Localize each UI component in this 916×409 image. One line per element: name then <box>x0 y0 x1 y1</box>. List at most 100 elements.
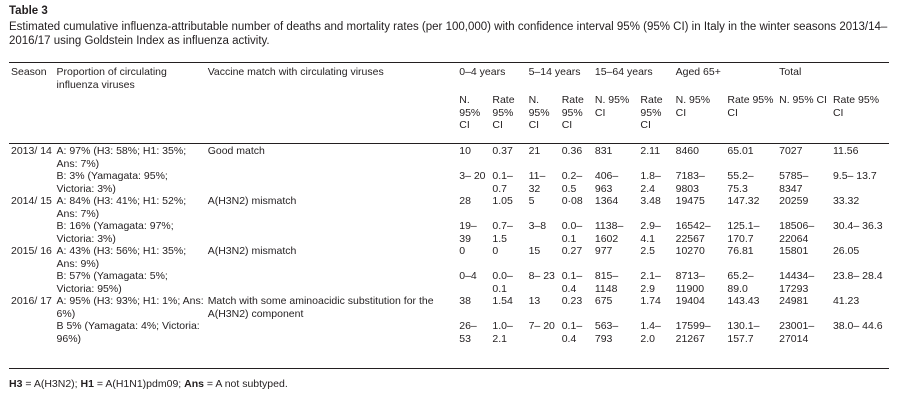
value-cell: 1.05 <box>492 195 513 207</box>
value-cell: 26.05 <box>832 245 860 257</box>
header-age-0-4: 0–4 years <box>459 66 506 78</box>
footnote-h3-key: H3 <box>9 378 23 390</box>
header-rate: Rate 95% CI <box>832 94 880 119</box>
header-row-measures: N. 95% CI Rate 95% CI N. 95% CI Rate 95%… <box>9 94 889 142</box>
value-cell: 0–4 <box>459 270 477 282</box>
header-n: N. 95% CI <box>459 94 481 131</box>
header-vaccine: Vaccine match with circulating viruses <box>207 66 384 78</box>
value-cell: 7183– 9803 <box>675 170 705 195</box>
value-cell: 831 <box>594 145 613 157</box>
table-row: B: 16% (Yamagata: 97%; Victoria: 3%) 19– … <box>9 220 889 245</box>
value-cell: 0 <box>459 245 466 257</box>
value-cell: 5785– 8347 <box>779 170 809 195</box>
season-cell <box>9 270 55 295</box>
value-cell: 38 <box>459 295 471 307</box>
footnote-h1-key: H1 <box>80 378 94 390</box>
value-cell: 11– 32 <box>528 170 546 195</box>
season-cell: 2013/ 14 <box>11 145 52 157</box>
value-cell: 0·08 <box>561 195 583 207</box>
header-rate: Rate 95% CI <box>727 94 774 119</box>
table-caption: Estimated cumulative influenza-attributa… <box>9 21 888 47</box>
table-row: B 5% (Yamagata: 4%; Victoria: 96%) 26– 53… <box>9 320 889 345</box>
value-cell: 20259 <box>779 195 809 207</box>
header-age-15-64: 15–64 years <box>594 66 653 78</box>
vaccine-cell: Good match <box>207 145 265 157</box>
table-row: B: 57% (Yamagata: 5%; Victoria: 95%) 0–4 0… <box>9 270 889 295</box>
vaccine-cell: A(H3N2) mismatch <box>207 245 297 257</box>
top-rule <box>9 62 889 63</box>
value-cell: 0.0– 0.1 <box>561 220 583 245</box>
value-cell: 55.2– 75.3 <box>727 170 754 195</box>
header-n: N. 95% CI <box>675 94 711 119</box>
value-cell: 14434– 17293 <box>779 270 815 295</box>
value-cell: 30.4– 36.3 <box>832 220 883 232</box>
value-cell: 0.1– 0.4 <box>561 320 583 345</box>
value-cell: 2.1– 2.9 <box>640 270 661 295</box>
value-cell: 0.1– 0.4 <box>561 270 583 295</box>
value-cell: 5 <box>528 195 535 207</box>
vaccine-cell <box>206 220 458 245</box>
value-cell: 1.54 <box>492 295 513 307</box>
vaccine-cell: A(H3N2) mismatch <box>207 195 297 207</box>
proportion-cell: A: 43% (H3: 56%; H1: 35%; Ans: 9%) <box>56 245 187 270</box>
value-cell: 147.32 <box>727 195 760 207</box>
value-cell: 1.0– 2.1 <box>492 320 513 345</box>
table-row: 2014/ 15 A: 84% (H3: 41%; H1: 52%; Ans: 7… <box>9 195 889 220</box>
value-cell: 19404 <box>675 295 705 307</box>
value-cell: 76.81 <box>727 245 754 257</box>
value-cell: 0 <box>492 245 499 257</box>
value-cell: 65.2– 89.0 <box>727 270 754 295</box>
value-cell: 3–8 <box>528 220 547 232</box>
value-cell: 18506– 22064 <box>779 220 815 245</box>
value-cell: 675 <box>594 295 613 307</box>
footnote-ans-value: = A not subtyped. <box>203 378 288 390</box>
season-cell: 2014/ 15 <box>11 195 52 207</box>
table-row: 2013/ 14 A: 97% (H3: 58%; H1: 35%; Ans: 7… <box>9 145 889 170</box>
value-cell: 1138– 1602 <box>594 220 624 245</box>
value-cell: 130.1– 157.7 <box>727 320 760 345</box>
header-season: Season <box>11 66 47 78</box>
value-cell: 16542– 22567 <box>675 220 711 245</box>
value-cell: 2.9– 4.1 <box>640 220 661 245</box>
proportion-cell: B: 3% (Yamagata: 95%; Victoria: 3%) <box>56 170 168 195</box>
value-cell: 19– 39 <box>459 220 477 245</box>
value-cell: 11.56 <box>832 145 859 157</box>
season-cell: 2015/ 16 <box>11 245 52 257</box>
vaccine-cell <box>206 320 458 345</box>
header-row-groups: Season Proportion of circulating influen… <box>9 66 889 94</box>
season-cell: 2016/ 17 <box>11 295 52 307</box>
value-cell: 7– 20 <box>528 320 555 332</box>
header-n: N. 95% CI <box>779 94 827 106</box>
footnote-h3-value: = A(H3N2); <box>22 378 81 390</box>
value-cell: 2.11 <box>640 145 661 157</box>
proportion-cell: A: 95% (H3: 93%; H1: 1%; Ans: 6%) <box>56 295 204 320</box>
table-label: Table 3 <box>9 5 48 17</box>
footnote-ans-key: Ans <box>184 378 204 390</box>
value-cell: 0.2– 0.5 <box>561 170 583 195</box>
value-cell: 0.27 <box>561 245 583 257</box>
value-cell: 1.8– 2.4 <box>640 170 661 195</box>
proportion-cell: A: 97% (H3: 58%; H1: 35%; Ans: 7%) <box>56 145 187 170</box>
value-cell: 10270 <box>675 245 705 257</box>
value-cell: 24981 <box>779 295 809 307</box>
value-cell: 2.5 <box>640 245 656 257</box>
proportion-cell: B: 57% (Yamagata: 5%; Victoria: 95%) <box>56 270 168 295</box>
value-cell: 65.01 <box>727 145 754 157</box>
vaccine-cell: Match with some aminoacidic substitution… <box>207 295 434 320</box>
value-cell: 0.1– 0.7 <box>492 170 513 195</box>
vaccine-cell <box>206 270 458 295</box>
value-cell: 406– 963 <box>594 170 619 195</box>
value-cell: 23001– 27014 <box>779 320 815 345</box>
value-cell: 21 <box>528 145 541 157</box>
value-cell: 38.0– 44.6 <box>832 320 883 332</box>
proportion-cell: A: 84% (H3: 41%; H1: 52%; Ans: 7%) <box>56 195 187 220</box>
value-cell: 19475 <box>675 195 705 207</box>
value-cell: 0.0– 0.1 <box>492 270 513 295</box>
vaccine-cell <box>206 170 458 195</box>
value-cell: 41.23 <box>832 295 860 307</box>
header-rate: Rate 95% CI <box>561 94 584 131</box>
value-cell: 143.43 <box>727 295 760 307</box>
value-cell: 17599– 21267 <box>675 320 711 345</box>
value-cell: 8– 23 <box>528 270 555 282</box>
